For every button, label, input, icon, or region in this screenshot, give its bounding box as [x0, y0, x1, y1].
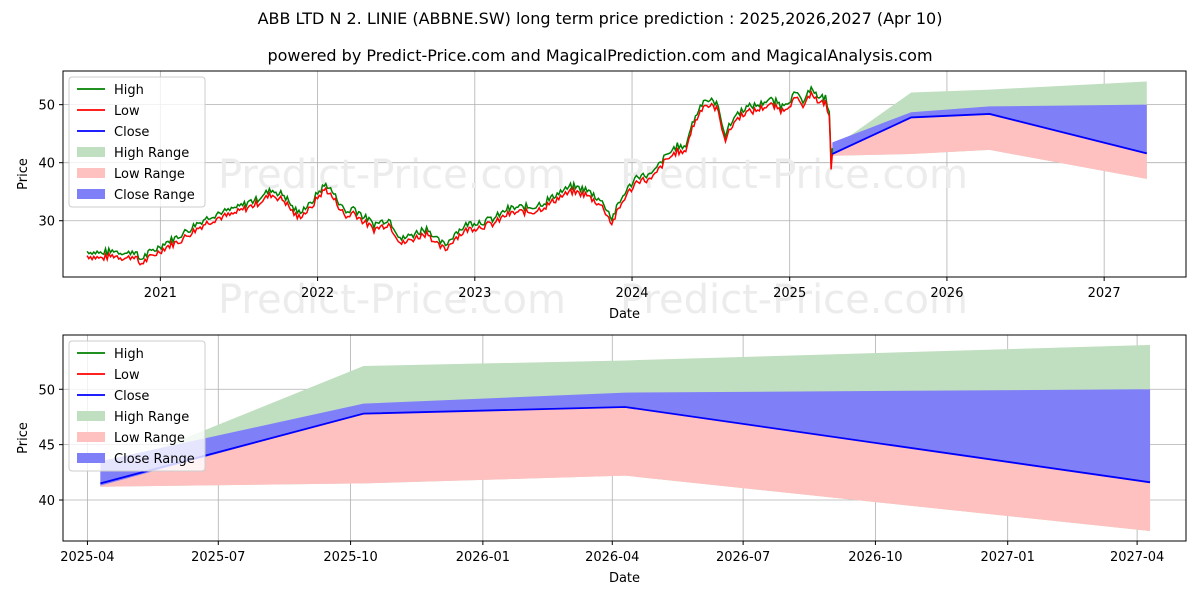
legend-swatch: [77, 411, 105, 421]
close-line: [100, 406, 1151, 485]
x-tick-label: 2025-04: [60, 550, 114, 565]
y-tick-label: 50: [38, 99, 55, 114]
y-tick-label: 40: [38, 494, 55, 509]
legend-label: Close: [114, 125, 149, 140]
high-line: [86, 85, 834, 261]
legend-swatch: [77, 168, 105, 178]
legend-swatch: [77, 432, 105, 442]
x-tick-label: 2026-01: [456, 550, 510, 565]
x-tick-label: 2027: [1088, 286, 1121, 301]
legend-label: Close Range: [114, 188, 195, 203]
close-line: [831, 113, 1148, 155]
x-tick-label: 2023: [458, 286, 491, 301]
y-tick-label: 40: [38, 157, 55, 172]
legend-label: Low: [114, 104, 140, 119]
y-axis-label: Price: [16, 422, 31, 454]
chart-title: ABB LTD N 2. LINIE (ABBNE.SW) long term …: [257, 9, 943, 28]
x-tick-label: 2026-10: [848, 550, 902, 565]
legend-label: High: [114, 83, 144, 98]
legend-label: Close Range: [114, 452, 195, 467]
watermark: Predict-Price.com: [620, 152, 968, 198]
bottom-panel: Predict-Price.comPredict-Price.com2025-0…: [16, 334, 1187, 586]
x-tick-label: 2026-04: [585, 550, 639, 565]
x-tick-label: 2027-04: [1110, 550, 1164, 565]
y-axis-label: Price: [16, 158, 31, 190]
x-tick-label: 2026-07: [716, 550, 770, 565]
x-tick-label: 2021: [144, 286, 177, 301]
plot-frame: [62, 334, 1187, 542]
x-axis-label: Date: [609, 307, 640, 322]
legend-label: Close: [114, 389, 149, 404]
x-tick-label: 2022: [301, 286, 334, 301]
y-tick-label: 30: [38, 215, 55, 230]
x-tick-label: 2026: [930, 286, 963, 301]
legend-label: High: [114, 347, 144, 362]
legend-label: Low: [114, 368, 140, 383]
x-axis-label: Date: [609, 571, 640, 586]
x-tick-label: 2025-10: [323, 550, 377, 565]
legend-label: High Range: [114, 410, 189, 425]
low-line: [86, 89, 834, 266]
legend-swatch: [77, 453, 105, 463]
legend-label: High Range: [114, 146, 189, 161]
x-tick-label: 2027-01: [981, 550, 1035, 565]
watermark: Predict-Price.com: [218, 277, 566, 323]
legend-label: Low Range: [114, 431, 185, 446]
x-tick-label: 2024: [615, 286, 648, 301]
x-tick-label: 2025-07: [191, 550, 245, 565]
top-panel: Predict-Price.com Predict-Price.com Predic…: [16, 70, 1187, 323]
x-tick-label: 2025: [773, 286, 806, 301]
legend-swatch: [77, 189, 105, 199]
chart-subtitle: powered by Predict-Price.com and Magical…: [267, 46, 933, 65]
watermark: Predict-Price.com: [218, 152, 566, 198]
watermark: Predict-Price.com: [620, 277, 968, 323]
y-tick-label: 50: [38, 383, 55, 398]
legend-swatch: [77, 147, 105, 157]
y-tick-label: 45: [38, 439, 55, 454]
plot-frame: [62, 70, 1187, 278]
legend-label: Low Range: [114, 167, 185, 182]
